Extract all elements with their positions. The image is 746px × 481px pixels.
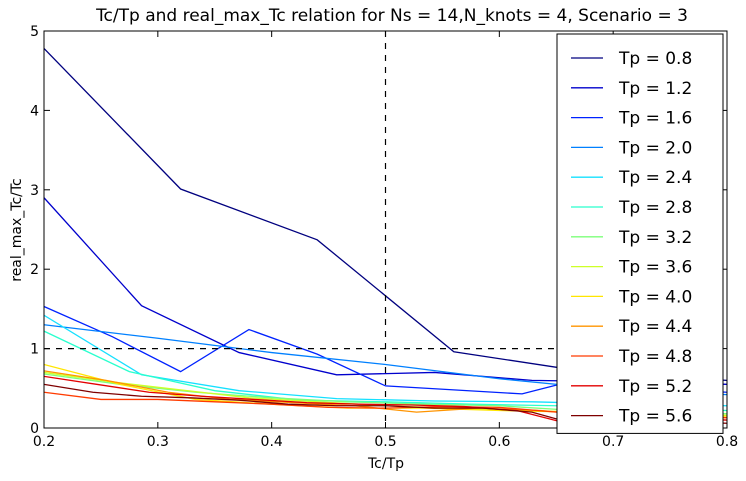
legend-label: Tp = 3.2 [618, 228, 692, 248]
legend-label: Tp = 1.2 [618, 79, 692, 99]
x-tick-label: 0.2 [33, 434, 55, 450]
legend-label: Tp = 4.8 [618, 347, 692, 367]
legend-label: Tp = 4.0 [618, 287, 692, 307]
legend-label: Tp = 2.4 [618, 168, 692, 188]
legend-box [556, 33, 724, 434]
y-tick-label: 4 [30, 103, 39, 119]
legend-label: Tp = 2.0 [618, 138, 692, 158]
y-tick-label: 2 [30, 262, 39, 278]
x-tick-label: 0.5 [374, 434, 396, 450]
x-tick-label: 0.7 [602, 434, 624, 450]
legend-label: Tp = 2.8 [618, 198, 692, 218]
legend-label: Tp = 1.6 [618, 109, 692, 129]
legend: Tp = 0.8 Tp = 1.2 Tp = 1.6 Tp = 2.0 Tp = 2.4… [556, 33, 724, 434]
legend-label: Tp = 4.4 [618, 317, 692, 337]
x-tick-label: 0.8 [716, 434, 738, 450]
legend-label: Tp = 5.2 [618, 377, 692, 397]
y-tick-label: 5 [30, 24, 39, 40]
y-tick-label: 3 [30, 183, 39, 199]
x-tick-label: 0.4 [261, 434, 283, 450]
legend-label: Tp = 3.6 [618, 258, 692, 278]
legend-label: Tp = 5.6 [618, 407, 692, 427]
y-axis-label: real_max_Tc/Tc [9, 178, 25, 282]
x-tick-label: 0.6 [488, 434, 510, 450]
y-tick-label: 1 [30, 342, 39, 358]
chart-title: Tc/Tp and real_max_Tc relation for Ns = … [95, 6, 688, 26]
x-tick-label: 0.3 [147, 434, 169, 450]
x-axis-label: Tc/Tp [367, 456, 404, 472]
y-tick-label: 0 [30, 421, 39, 437]
legend-label: Tp = 0.8 [618, 49, 692, 69]
